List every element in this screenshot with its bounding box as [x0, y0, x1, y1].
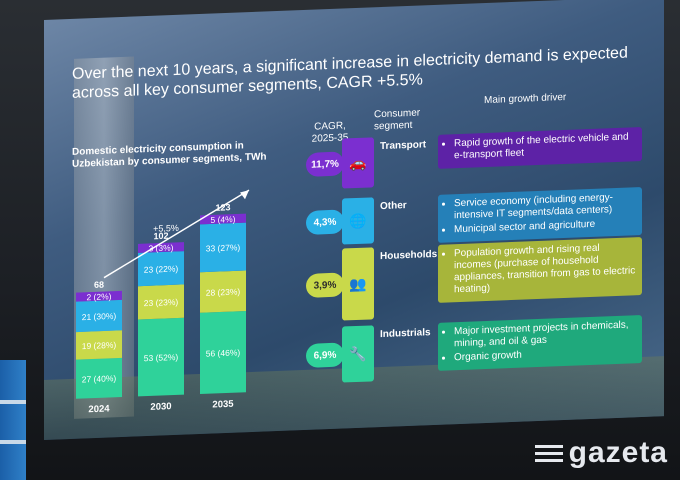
cagr-pill: 4,3%	[306, 209, 344, 235]
wrench-icon: 🔧	[342, 325, 374, 383]
watermark-bars-icon	[534, 443, 563, 464]
bar-segment-households	[138, 284, 184, 320]
x-axis-tick-label: 2030	[150, 401, 171, 413]
bar-segment-transport	[76, 290, 122, 302]
bar-segment-label: 2 (2%)	[86, 291, 111, 302]
bar-segment-label: 27 (40%)	[82, 373, 117, 384]
bar-segment-label: 23 (22%)	[144, 263, 179, 274]
bar-segment-label: 19 (28%)	[82, 340, 117, 351]
stacked-bar-chart: 27 (40%) 19 (28%) 21 (30%) 2 (2%)68 2024 53 (…	[76, 189, 250, 415]
segment-label: Transport	[380, 139, 427, 153]
segment-row-industrials: 🔧 Industrials Major investment projects in…	[342, 315, 642, 383]
growth-driver-box: Service economy (including energy-intens…	[438, 187, 642, 243]
bar-segment-transport	[200, 213, 246, 225]
segment-label: Other	[380, 200, 407, 213]
bar-segment-label: 53 (52%)	[144, 352, 179, 363]
bar-segment-households	[200, 270, 246, 313]
flag	[0, 360, 26, 480]
presentation-slide: Over the next 10 years, a significant in…	[44, 0, 664, 440]
segment-row-transport: 🚗 Transport Rapid growth of the electric v…	[342, 127, 642, 189]
bar-segment-label: 3 (3%)	[148, 242, 173, 253]
bar-segment-other	[200, 222, 246, 273]
segment-row-other: 🌐 Other Service economy (including energy-…	[342, 187, 642, 245]
cagr-pill: 11,7%	[306, 151, 344, 177]
segment-row-households: 👥 Households Population growth and rising …	[342, 237, 642, 321]
bar-segment-label: 23 (23%)	[144, 297, 179, 308]
segment-label: Industrials	[380, 327, 431, 341]
cagr-pill: 3,9%	[306, 272, 344, 298]
bar-segment-other	[76, 299, 122, 333]
bar-segment-industrials	[138, 317, 184, 397]
bar-segment-label: 28 (23%)	[206, 286, 241, 297]
bar-segment-label: 56 (46%)	[206, 347, 241, 358]
driver-header: Main growth driver	[484, 91, 567, 107]
watermark-text: gazeta	[568, 436, 668, 469]
globe-icon: 🌐	[342, 197, 374, 245]
people-icon: 👥	[342, 247, 374, 321]
bar-segment-households	[76, 330, 122, 360]
bar-total-label: 102	[153, 231, 168, 242]
x-axis-tick-label: 2024	[88, 403, 110, 415]
bar-segment-industrials	[200, 311, 246, 395]
x-axis-tick-label: 2035	[212, 399, 234, 411]
watermark: gazeta	[534, 436, 668, 470]
car-icon: 🚗	[342, 137, 374, 189]
cagr-pill: 6,9%	[306, 342, 344, 368]
growth-driver-item: Population growth and rising real income…	[454, 241, 636, 296]
growth-driver-item: Rapid growth of the electric vehicle and…	[454, 131, 636, 162]
growth-driver-box: Rapid growth of the electric vehicle and…	[438, 127, 642, 169]
growth-driver-box: Population growth and rising real income…	[438, 237, 642, 303]
growth-driver-box: Major investment projects in chemicals, …	[438, 315, 642, 371]
bar-segment-label: 33 (27%)	[206, 242, 241, 253]
bar-segment-label: 5 (4%)	[210, 214, 235, 225]
bar-total-label: 123	[215, 202, 230, 213]
segment-header: Consumer segment	[374, 107, 421, 133]
segment-label: Households	[380, 248, 438, 263]
growth-arrow-head	[240, 190, 249, 200]
bar-total-label: 68	[94, 280, 104, 290]
bar-segment-label: 21 (30%)	[82, 311, 117, 322]
growth-arrow-line	[103, 189, 250, 279]
bar-segment-industrials	[76, 357, 122, 399]
growth-rate-label: +5,5%	[153, 223, 179, 234]
bar-segment-other	[138, 251, 184, 287]
